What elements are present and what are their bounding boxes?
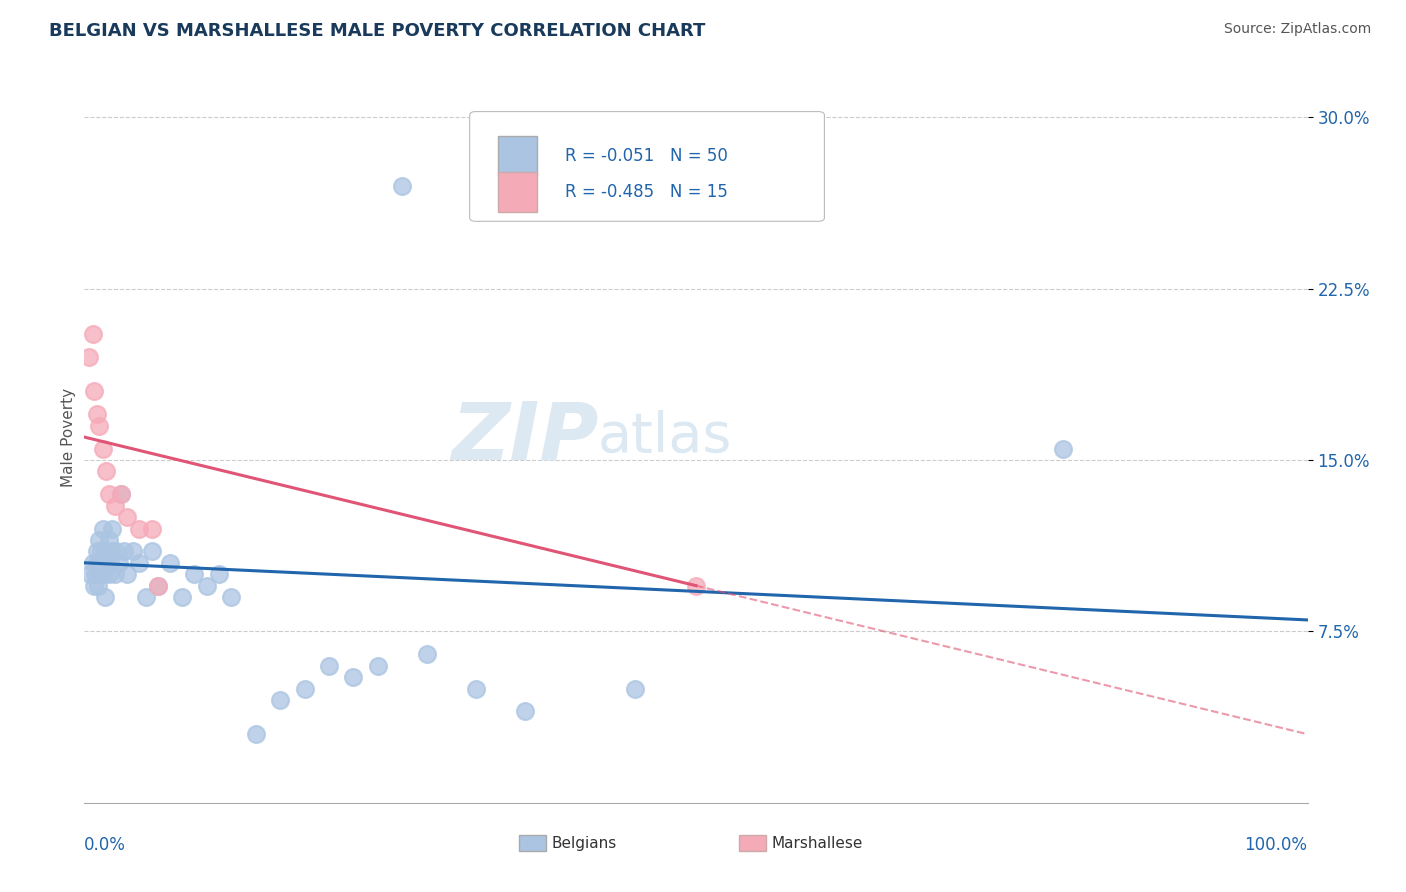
Point	[77, 350, 100, 364]
FancyBboxPatch shape	[738, 835, 766, 851]
Point	[318, 658, 340, 673]
Point	[110, 487, 132, 501]
Text: R = -0.485   N = 15: R = -0.485 N = 15	[565, 183, 728, 201]
Point	[96, 544, 118, 558]
Point	[172, 590, 194, 604]
Point	[83, 579, 105, 593]
Point	[93, 556, 115, 570]
Point	[115, 510, 138, 524]
Point	[91, 442, 114, 456]
Text: 0.0%: 0.0%	[84, 836, 127, 854]
Text: BELGIAN VS MARSHALLESE MALE POVERTY CORRELATION CHART: BELGIAN VS MARSHALLESE MALE POVERTY CORR…	[49, 22, 706, 40]
Point	[245, 727, 267, 741]
Point	[104, 567, 127, 582]
Point	[97, 533, 120, 547]
Point	[105, 544, 128, 558]
Point	[269, 693, 291, 707]
Point	[294, 681, 316, 696]
FancyBboxPatch shape	[470, 112, 824, 221]
Point	[159, 556, 181, 570]
Point	[87, 533, 110, 547]
Point	[141, 521, 163, 535]
Point	[87, 579, 110, 593]
Point	[104, 499, 127, 513]
Point	[86, 407, 108, 421]
Point	[87, 418, 110, 433]
Point	[146, 579, 169, 593]
Point	[128, 521, 150, 535]
Point	[146, 579, 169, 593]
Point	[122, 544, 145, 558]
Point	[219, 590, 242, 604]
Point	[97, 487, 120, 501]
Text: Source: ZipAtlas.com: Source: ZipAtlas.com	[1223, 22, 1371, 37]
Text: 100.0%: 100.0%	[1244, 836, 1308, 854]
Point	[94, 590, 117, 604]
Point	[89, 556, 111, 570]
Point	[82, 556, 104, 570]
Point	[100, 544, 122, 558]
Point	[416, 647, 439, 661]
Point	[115, 567, 138, 582]
Point	[195, 579, 218, 593]
Point	[79, 567, 101, 582]
Point	[513, 705, 536, 719]
Y-axis label: Male Poverty: Male Poverty	[60, 387, 76, 487]
Text: atlas: atlas	[598, 410, 733, 464]
Point	[624, 681, 647, 696]
Text: R = -0.051   N = 50: R = -0.051 N = 50	[565, 147, 728, 165]
Point	[367, 658, 389, 673]
Point	[97, 567, 120, 582]
Point	[685, 579, 707, 593]
Point	[83, 384, 105, 399]
Point	[90, 544, 112, 558]
FancyBboxPatch shape	[498, 172, 537, 212]
Text: Belgians: Belgians	[551, 836, 617, 851]
Point	[87, 567, 110, 582]
Point	[86, 556, 108, 570]
Point	[110, 487, 132, 501]
Point	[101, 521, 124, 535]
Point	[1052, 442, 1074, 456]
Point	[141, 544, 163, 558]
Point	[128, 556, 150, 570]
Point	[82, 327, 104, 342]
FancyBboxPatch shape	[519, 835, 546, 851]
Point	[183, 567, 205, 582]
Point	[86, 544, 108, 558]
Point	[112, 544, 135, 558]
Text: Marshallese: Marshallese	[772, 836, 863, 851]
Point	[107, 556, 129, 570]
Point	[464, 681, 486, 696]
Point	[84, 567, 107, 582]
Point	[91, 521, 114, 535]
Point	[91, 567, 114, 582]
Point	[208, 567, 231, 582]
FancyBboxPatch shape	[498, 136, 537, 177]
Point	[96, 464, 118, 478]
Point	[98, 556, 121, 570]
Point	[135, 590, 157, 604]
Point	[342, 670, 364, 684]
Text: ZIP: ZIP	[451, 398, 598, 476]
Point	[391, 178, 413, 193]
